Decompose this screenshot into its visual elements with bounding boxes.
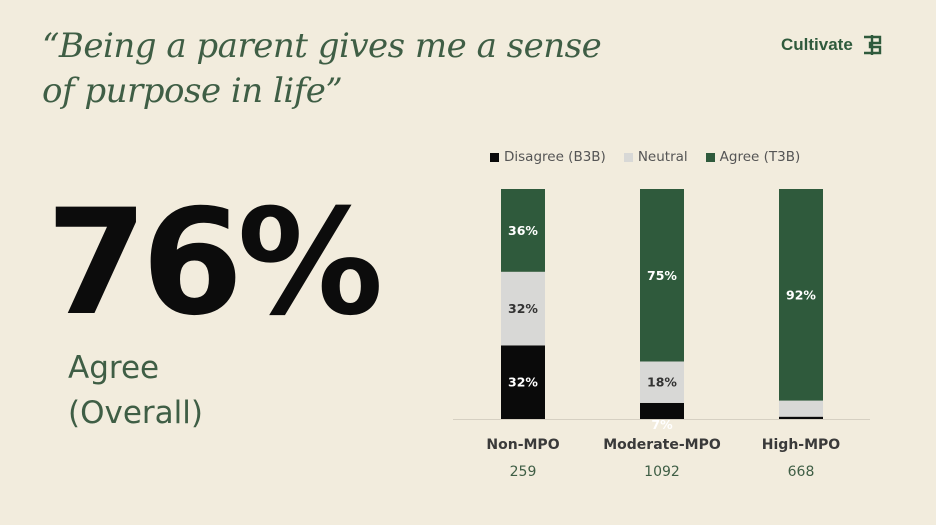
bar-segment-agree-t3b-high-mpo bbox=[779, 189, 823, 401]
data-label-disagree-b3b-moderate-mpo: 7% bbox=[651, 417, 673, 432]
title-line-2: of purpose in life” bbox=[42, 71, 343, 111]
bar-segment-disagree-b3b-high-mpo bbox=[779, 416, 823, 419]
bar-segment-agree-t3b-moderate-mpo bbox=[640, 189, 684, 362]
legend-label-agree: Agree (T3B) bbox=[719, 149, 801, 165]
legend-label-disagree: Disagree (B3B) bbox=[504, 149, 606, 165]
cultivate-logo-icon bbox=[863, 35, 881, 55]
brand-name: Cultivate bbox=[781, 35, 853, 54]
brand-logo: Cultivate bbox=[781, 34, 883, 56]
bar-segment-disagree-b3b-non-mpo bbox=[501, 345, 545, 419]
sample-size-high-mpo: 668 bbox=[788, 464, 815, 480]
legend-swatch-agree bbox=[705, 152, 715, 162]
category-label-non-mpo: Non-MPO bbox=[486, 437, 559, 453]
chart-legend: Disagree (B3B) Neutral Agree (T3B) bbox=[490, 149, 800, 165]
data-label-agree-t3b-non-mpo: 36% bbox=[508, 223, 538, 238]
bar-segment-neutral-moderate-mpo bbox=[640, 361, 684, 403]
bar-segment-neutral-non-mpo bbox=[501, 271, 545, 346]
bar-segment-neutral-high-mpo bbox=[779, 400, 823, 417]
headline-label-line-2: (Overall) bbox=[68, 395, 203, 431]
sample-size-moderate-mpo: 1092 bbox=[644, 464, 680, 480]
headline-percentage: 76% bbox=[46, 178, 383, 348]
data-label-agree-t3b-high-mpo: 92% bbox=[786, 287, 816, 302]
bar-segment-disagree-b3b-moderate-mpo bbox=[640, 402, 684, 419]
legend-item-disagree: Disagree (B3B) bbox=[490, 149, 606, 165]
bar-segment-agree-t3b-non-mpo bbox=[501, 189, 545, 272]
legend-item-neutral: Neutral bbox=[623, 149, 688, 165]
headline-label: Agree (Overall) bbox=[68, 346, 328, 436]
legend-swatch-neutral bbox=[623, 152, 633, 162]
data-label-agree-t3b-moderate-mpo: 75% bbox=[647, 268, 677, 283]
category-label-moderate-mpo: Moderate-MPO bbox=[603, 437, 721, 453]
title-line-1: “Being a parent gives me a sense bbox=[42, 26, 602, 66]
legend-label-neutral: Neutral bbox=[637, 149, 688, 165]
data-label-neutral-non-mpo: 32% bbox=[508, 301, 538, 316]
legend-item-agree: Agree (T3B) bbox=[705, 149, 801, 165]
data-label-disagree-b3b-non-mpo: 32% bbox=[508, 375, 538, 390]
headline-label-line-1: Agree bbox=[68, 350, 160, 386]
category-label-high-mpo: High-MPO bbox=[762, 437, 841, 453]
legend-swatch-disagree bbox=[490, 152, 499, 162]
sample-size-non-mpo: 259 bbox=[510, 464, 537, 480]
chart-title: “Being a parent gives me a sense of purp… bbox=[42, 24, 642, 114]
data-label-neutral-moderate-mpo: 18% bbox=[647, 375, 677, 390]
